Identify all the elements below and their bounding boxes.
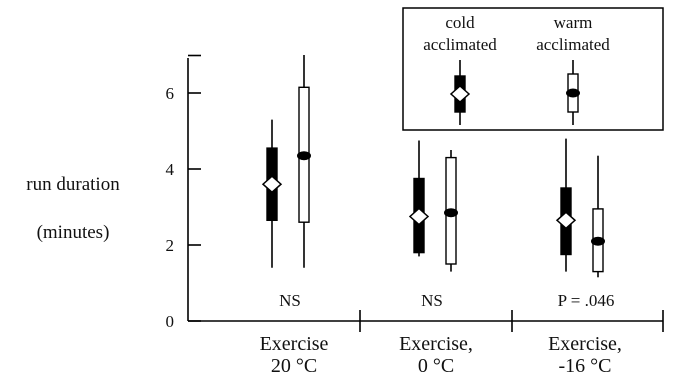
y-axis-label-line1: run duration — [26, 174, 120, 195]
significance-label-3: P = .046 — [558, 291, 615, 310]
median-marker — [297, 151, 311, 161]
box-warm-2 — [444, 150, 458, 272]
legend-label-cold-line1: cold — [445, 13, 475, 32]
legend-box — [402, 7, 664, 131]
median-marker — [261, 175, 283, 194]
category-label-1-line2: 20 °C — [271, 355, 317, 375]
median-marker — [444, 208, 458, 218]
box-warm-1 — [297, 55, 311, 268]
category-label-2-line1: Exercise, — [399, 333, 473, 355]
legend-swatch-cold — [449, 60, 471, 125]
boxes — [261, 55, 605, 278]
significance-label-2: NS — [421, 291, 443, 310]
box-cold-1 — [261, 119, 283, 268]
legend-label-cold-line2: acclimated — [423, 35, 497, 54]
y-axis-label-line2: (minutes) — [37, 222, 110, 243]
significance-label-1: NS — [279, 291, 301, 310]
category-label-3-line1: Exercise, — [548, 333, 622, 355]
box-warm-3 — [591, 155, 605, 278]
y-tick-label-2: 2 — [166, 236, 175, 255]
y-tick-label-6: 6 — [166, 84, 175, 103]
category-label-3-line2: -16 °C — [559, 355, 612, 375]
box-cold-2 — [408, 140, 430, 257]
legend-label-warm-line2: acclimated — [536, 35, 610, 54]
median-marker — [408, 207, 430, 226]
legend-swatch-warm — [566, 60, 580, 125]
median-marker — [591, 236, 605, 246]
y-tick-label-4: 4 — [166, 160, 175, 179]
median-marker — [555, 211, 577, 230]
box-cold-3 — [555, 138, 577, 272]
category-label-1-line1: Exercise — [260, 333, 329, 355]
y-ticks: 0 2 4 6 — [166, 54, 201, 331]
legend-label-warm-line1: warm — [554, 13, 593, 32]
y-tick-label-0: 0 — [166, 312, 175, 331]
category-label-2-line2: 0 °C — [418, 355, 454, 375]
